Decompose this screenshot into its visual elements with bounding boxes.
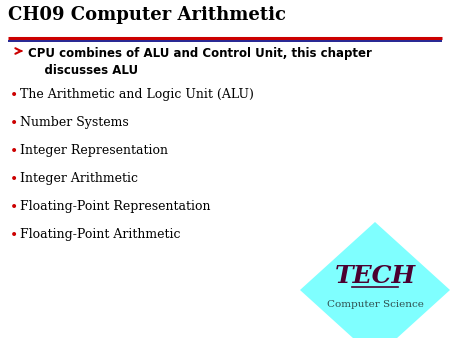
Text: •: • <box>10 88 18 102</box>
Text: CH09 Computer Arithmetic: CH09 Computer Arithmetic <box>8 6 286 24</box>
Text: Floating-Point Representation: Floating-Point Representation <box>20 200 211 213</box>
Text: CPU combines of ALU and Control Unit, this chapter
    discusses ALU: CPU combines of ALU and Control Unit, th… <box>28 47 372 77</box>
Text: •: • <box>10 116 18 130</box>
Text: Floating-Point Arithmetic: Floating-Point Arithmetic <box>20 228 180 241</box>
Text: Computer Science: Computer Science <box>327 300 423 309</box>
Text: •: • <box>10 200 18 214</box>
Polygon shape <box>300 222 450 338</box>
Text: •: • <box>10 228 18 242</box>
Text: Number Systems: Number Systems <box>20 116 129 129</box>
Text: Integer Representation: Integer Representation <box>20 144 168 157</box>
Text: TECH: TECH <box>334 264 415 288</box>
Text: The Arithmetic and Logic Unit (ALU): The Arithmetic and Logic Unit (ALU) <box>20 88 254 101</box>
Text: •: • <box>10 172 18 186</box>
Text: Integer Arithmetic: Integer Arithmetic <box>20 172 138 185</box>
Text: •: • <box>10 144 18 158</box>
